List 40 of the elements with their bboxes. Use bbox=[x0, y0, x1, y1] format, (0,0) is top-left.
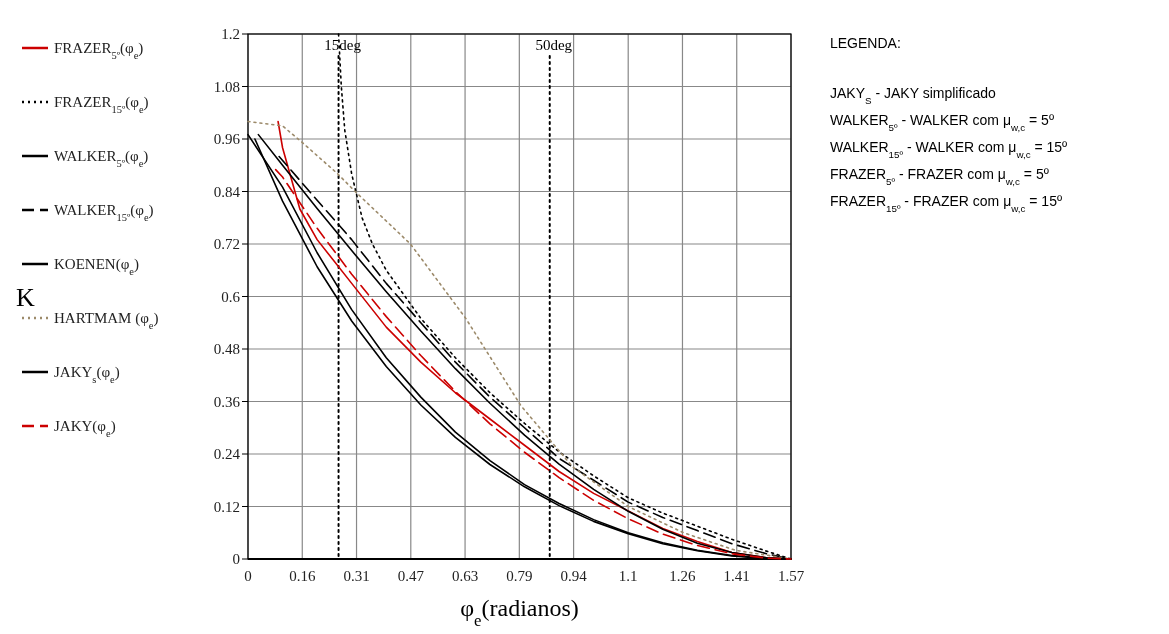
y-tick-label: 1.08 bbox=[213, 78, 240, 95]
text: K bbox=[16, 282, 35, 312]
x-tick-label: 0.47 bbox=[397, 568, 425, 584]
ref-line-label: 50deg bbox=[535, 37, 573, 53]
text: WALKER$_{15º}$ - WALKER com μ$_{w,c}$ = 15º bbox=[830, 139, 1068, 160]
y-tick-label: 0.12 bbox=[213, 498, 240, 515]
y-tick-label: 0.6 bbox=[221, 288, 241, 305]
legend-label: FRAZER$_{5º}$(φ$_{e}$) bbox=[54, 40, 144, 61]
x-axis-title: φ$_{e}$(radianos) bbox=[460, 595, 579, 630]
x-tick-label: 0.94 bbox=[560, 568, 588, 584]
y-tick-label: 0.48 bbox=[213, 341, 240, 358]
y-tick-label: 0.72 bbox=[213, 236, 240, 253]
x-tick-label: 1.26 bbox=[669, 568, 697, 584]
y-tick-label: 0.36 bbox=[213, 393, 241, 410]
y-tick-label: 0.96 bbox=[213, 131, 241, 148]
x-tick-label: 0.79 bbox=[506, 568, 533, 584]
ref-line-label: 15deg bbox=[324, 37, 362, 53]
text: LEGENDA: bbox=[830, 35, 901, 51]
y-tick-label: 0 bbox=[232, 551, 240, 568]
x-tick-label: 1.41 bbox=[723, 568, 750, 584]
legend-label: WALKER$_{15º}$(φ$_{e}$) bbox=[54, 202, 154, 223]
legend-label: KOENEN(φ$_{e}$) bbox=[54, 256, 139, 277]
x-tick-label: 0.16 bbox=[289, 568, 316, 584]
text: WALKER$_{5º}$ - WALKER com μ$_{w,c}$ = 5º bbox=[830, 112, 1054, 133]
x-tick-label: 1.57 bbox=[777, 568, 805, 584]
legend-label: HARTMAM (φ$_{e}$) bbox=[54, 310, 159, 331]
x-tick-label: 1.1 bbox=[618, 568, 638, 584]
text: FRAZER$_{5º}$ - FRAZER com μ$_{w,c}$ = 5º bbox=[830, 166, 1049, 187]
legend-label: WALKER$_{5º}$(φ$_{e}$) bbox=[54, 148, 149, 169]
x-tick-label: 0 bbox=[244, 568, 252, 584]
y-tick-label: 0.24 bbox=[213, 446, 241, 463]
x-tick-label: 0.63 bbox=[451, 568, 479, 584]
y-tick-label: 0.84 bbox=[213, 183, 241, 200]
legend-label: JAKY(φ$_{e}$) bbox=[54, 418, 116, 439]
legend-label: FRAZER$_{15º}$(φ$_{e}$) bbox=[54, 94, 149, 115]
y-tick-label: 1.2 bbox=[221, 26, 240, 43]
text: FRAZER$_{15º}$ - FRAZER com μ$_{w,c}$ = 15º bbox=[830, 193, 1063, 214]
x-tick-label: 0.31 bbox=[343, 568, 370, 584]
text: JAKY$_{S}$ - JAKY simplificado bbox=[830, 85, 997, 106]
legend-label: JAKY$_{s}$(φ$_{e}$) bbox=[54, 364, 120, 385]
